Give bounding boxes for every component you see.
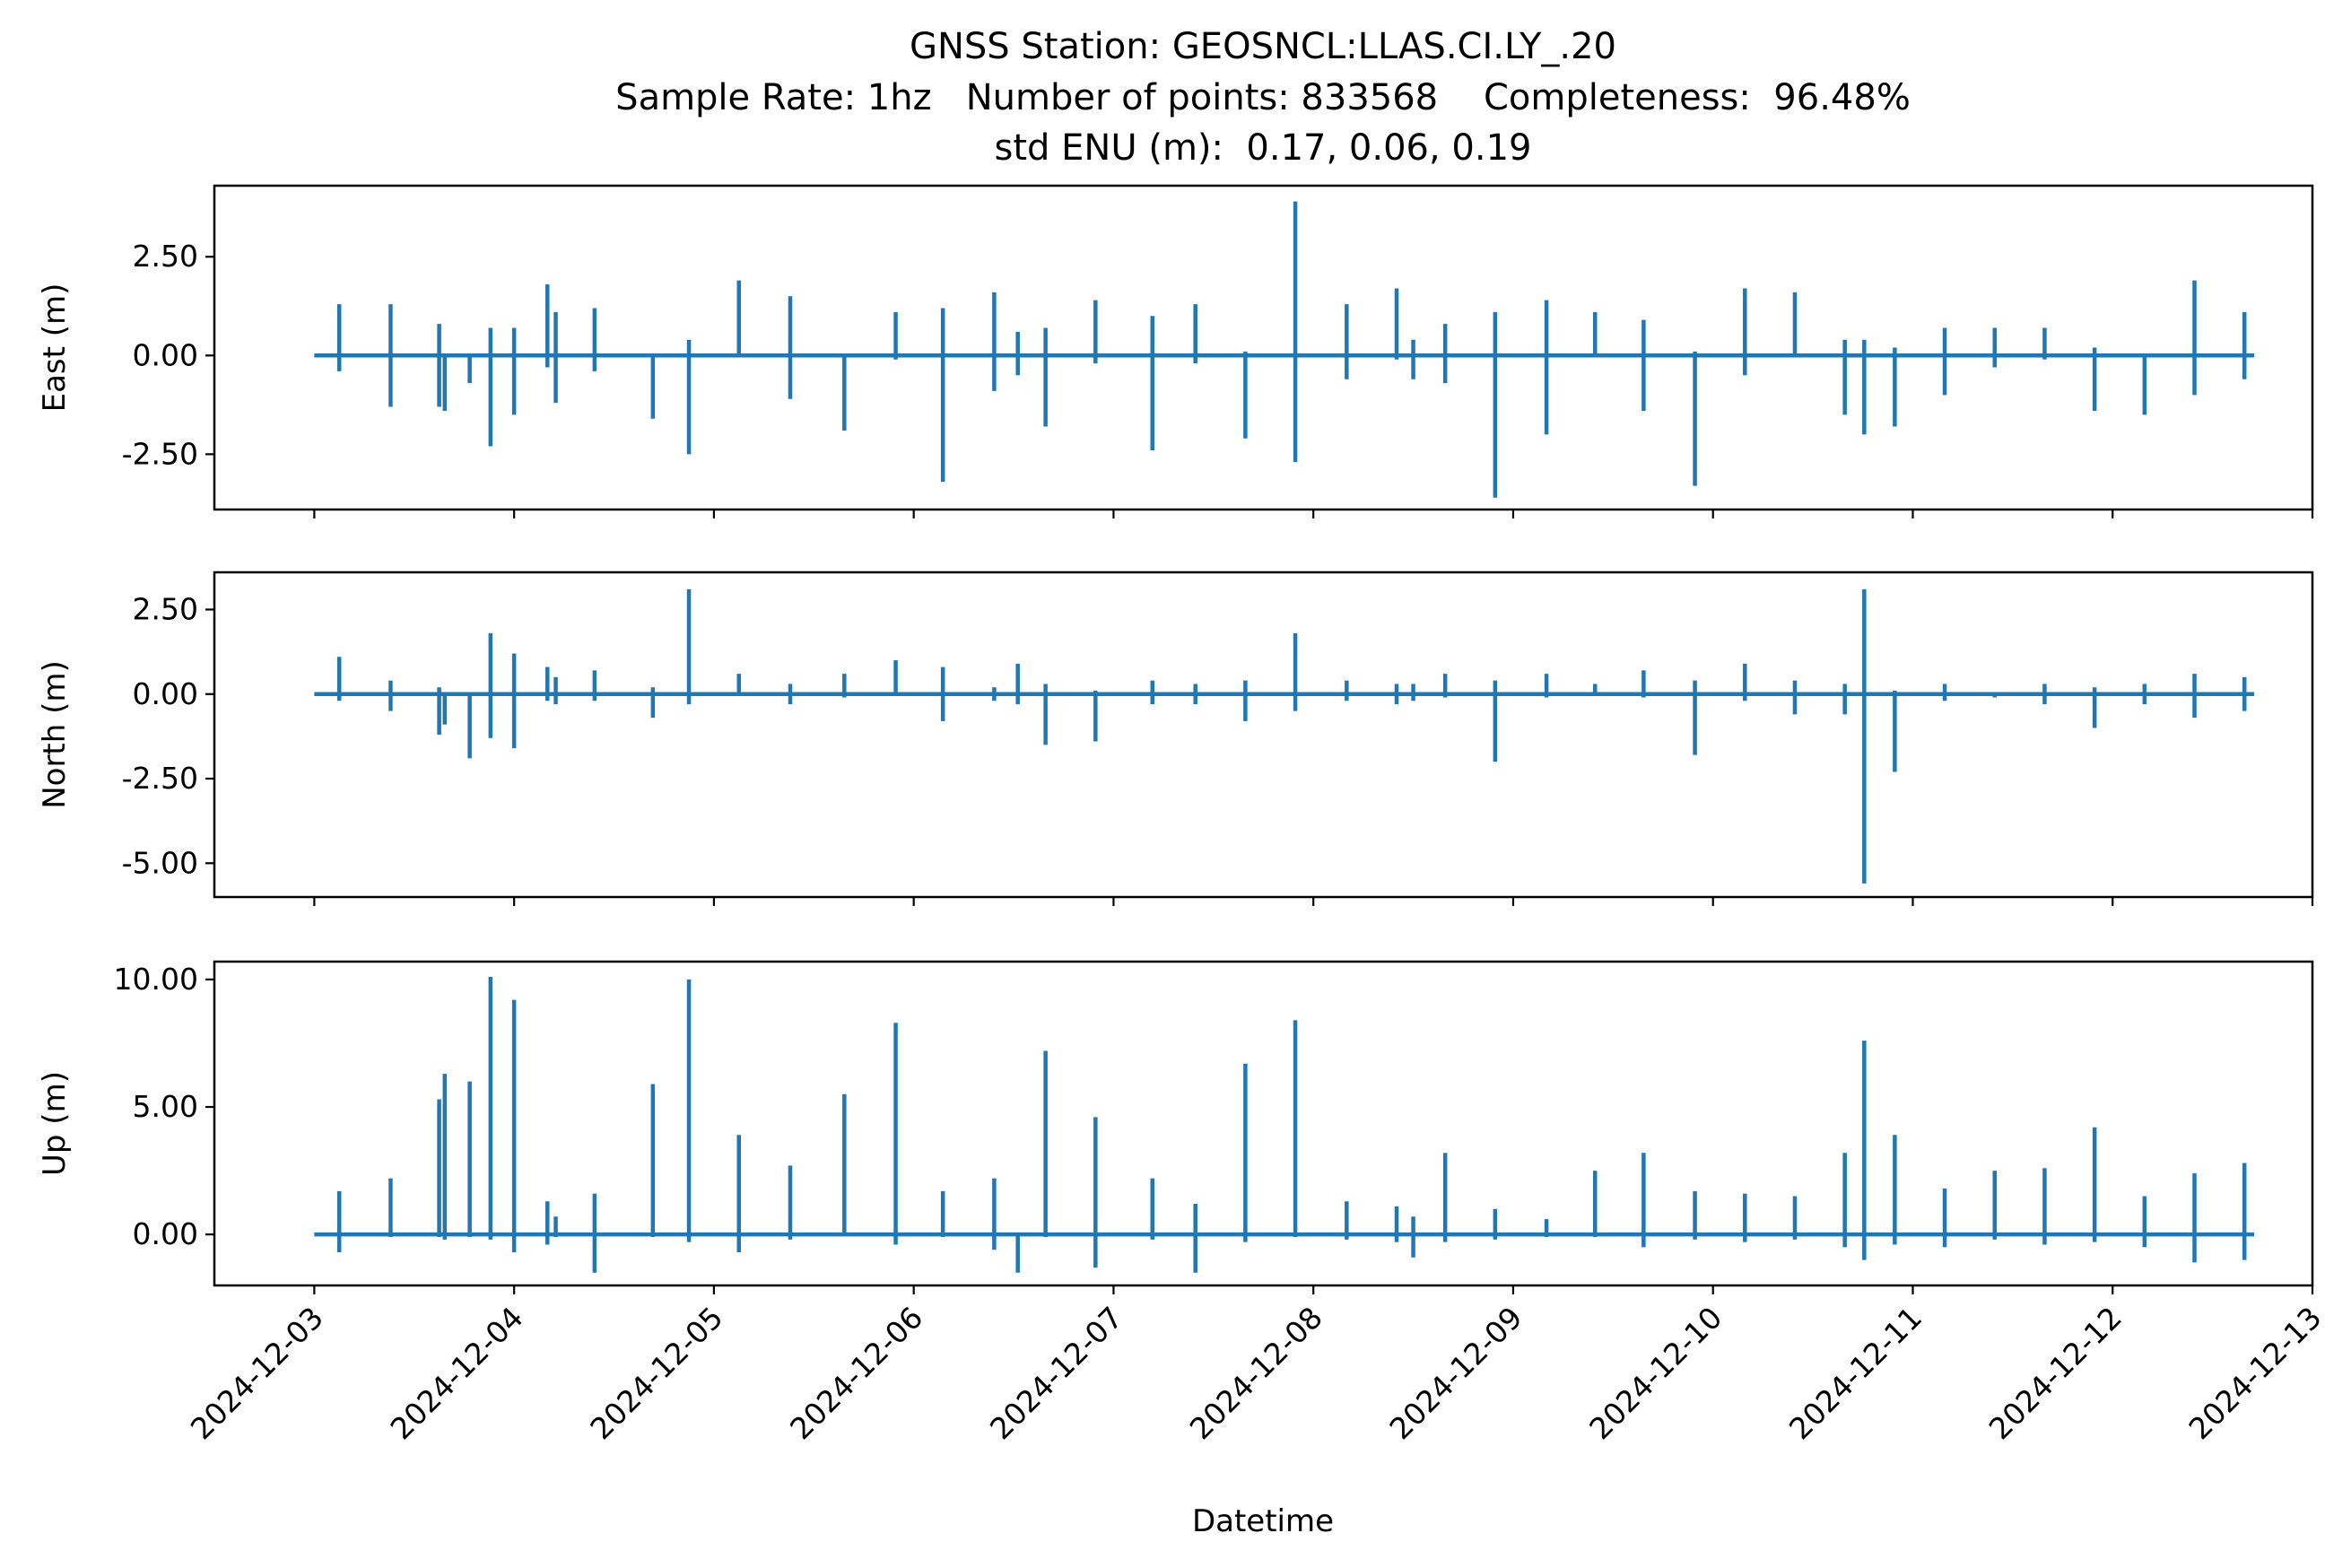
x-tick-label-8: 2024-12-11 xyxy=(1782,1300,1929,1446)
chart-subtitle: Sample Rate: 1hz Number of points: 83356… xyxy=(615,77,1911,118)
y-tick-label-north-1: 0.00 xyxy=(133,676,198,711)
y-tick-label-north-0: 2.50 xyxy=(133,591,198,626)
x-tick-label-1: 2024-12-04 xyxy=(384,1300,530,1446)
x-tick-label-9: 2024-12-12 xyxy=(1982,1300,2129,1446)
x-tick-label-7: 2024-12-10 xyxy=(1582,1300,1729,1446)
x-tick-label-3: 2024-12-06 xyxy=(783,1300,929,1446)
plot-frame-up xyxy=(213,960,2314,1287)
plot-frame-east xyxy=(213,184,2314,511)
x-tick-label-10: 2024-12-13 xyxy=(2181,1300,2325,1446)
y-tick-label-east-1: 0.00 xyxy=(133,337,198,372)
plot-frame-north xyxy=(213,571,2314,899)
x-tick-label-4: 2024-12-07 xyxy=(983,1300,1129,1446)
x-tick-label-6: 2024-12-09 xyxy=(1382,1300,1528,1446)
panels: 2.50 0.00 -2.50 East (m) 2.50 0.00 -2.50 -5.00 N… xyxy=(37,184,2314,1294)
y-axis-label-up: Up (m) xyxy=(37,1071,73,1176)
y-tick-label-up-2: 0.00 xyxy=(133,1216,198,1251)
y-tick-label-up-1: 5.00 xyxy=(133,1089,198,1124)
panel-north: 2.50 0.00 -2.50 -5.00 North (m) xyxy=(37,571,2314,906)
chart-subtitle-std: std ENU (m): 0.17, 0.06, 0.19 xyxy=(995,127,1532,169)
x-axis-label: Datetime xyxy=(1192,1503,1334,1539)
x-tick-label-0: 2024-12-03 xyxy=(184,1300,330,1446)
y-tick-label-east-0: 2.50 xyxy=(133,239,198,274)
x-axis: 2024-12-03 2024-12-04 2024-12-05 2024-12-06… xyxy=(184,1300,2325,1446)
y-tick-label-north-2: -2.50 xyxy=(122,761,198,796)
panel-east: 2.50 0.00 -2.50 East (m) xyxy=(37,184,2314,518)
x-tick-label-2: 2024-12-05 xyxy=(583,1300,729,1446)
x-tick-label-5: 2024-12-08 xyxy=(1183,1300,1329,1446)
y-axis-label-east: East (m) xyxy=(37,283,73,413)
chart-title: GNSS Station: GEOSNCL:LLAS.CI.LY_.20 xyxy=(910,26,1616,67)
y-tick-label-up-0: 10.00 xyxy=(114,962,198,997)
panel-up: 10.00 5.00 0.00 Up (m) xyxy=(37,960,2314,1294)
y-tick-label-north-3: -5.00 xyxy=(122,845,198,880)
y-axis-label-north: North (m) xyxy=(37,660,73,809)
figure-title-block: GNSS Station: GEOSNCL:LLAS.CI.LY_.20 Sam… xyxy=(615,26,1911,169)
y-tick-label-east-2: -2.50 xyxy=(122,436,198,471)
